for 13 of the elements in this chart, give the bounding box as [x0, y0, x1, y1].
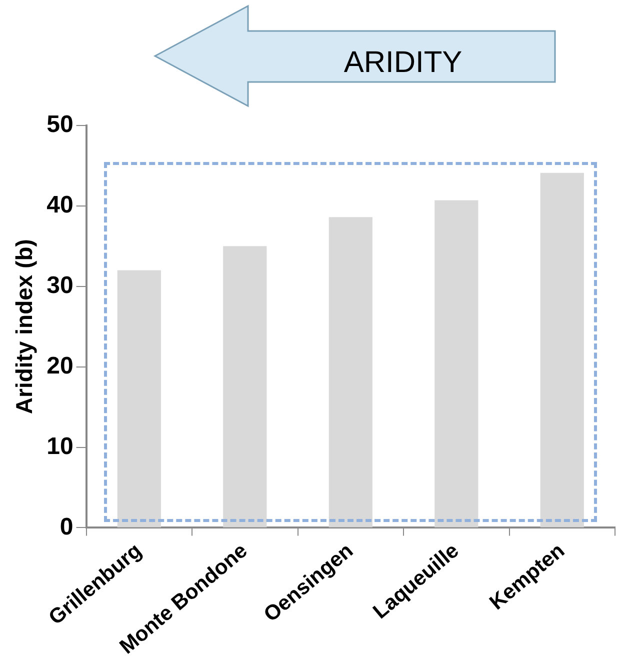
- bar: [434, 200, 478, 528]
- y-tick-label: 20: [46, 352, 74, 380]
- bar: [223, 246, 267, 528]
- bar: [328, 217, 372, 528]
- bar: [117, 270, 161, 528]
- bar: [540, 172, 584, 528]
- y-axis-title: Aridity index (b): [11, 239, 38, 414]
- y-tick-label: 40: [46, 191, 74, 218]
- text: ARIDITY: [342, 46, 464, 80]
- y-tick-label: 10: [46, 432, 74, 460]
- y-tick-label: 0: [60, 513, 74, 540]
- y-tick-label: 50: [46, 111, 74, 138]
- y-tick-label: 30: [46, 272, 74, 299]
